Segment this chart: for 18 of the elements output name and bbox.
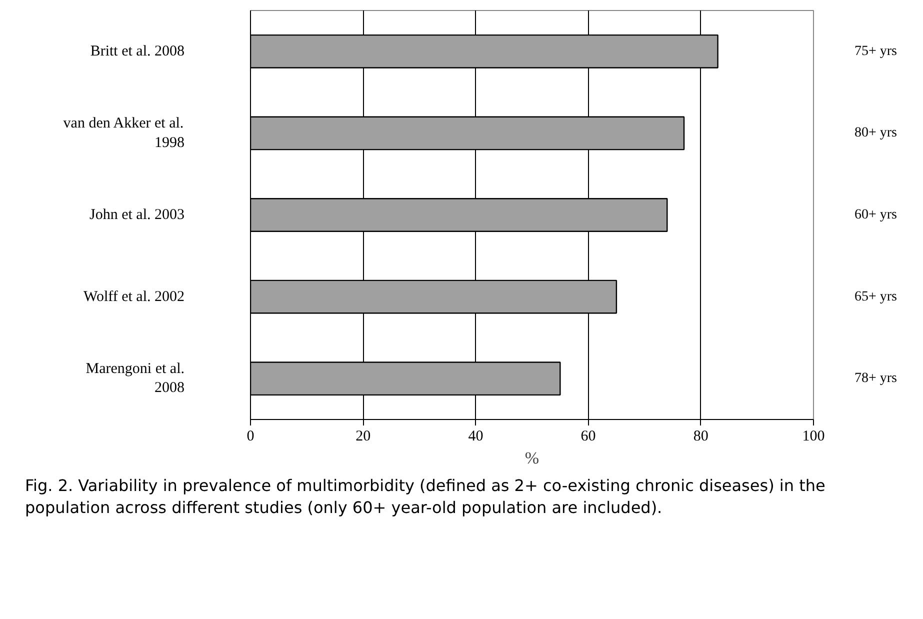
- text: 75+ yrs: [854, 44, 898, 59]
- x-axis-title: %: [524, 448, 540, 468]
- text: 78+ yrs: [854, 371, 898, 386]
- x-tick-label: 100: [802, 428, 825, 444]
- x-tick-label: 80: [693, 428, 708, 444]
- x-tick-label: 60: [580, 428, 596, 444]
- y-tick-label: van den Akker et al. 1998: [63, 116, 184, 151]
- y-tick-label: Wolff et al. 2002: [84, 288, 185, 305]
- x-tick-label: 0: [246, 428, 254, 444]
- text: 60+ yrs: [854, 208, 898, 222]
- caption: Fig. 2. Variability in prevalence of multimorbidity (defined as 2+ co-existing chronic diseases) in the population across different studies (only 60+ year-old population are included).: [24, 475, 826, 518]
- text: 80+ yrs: [854, 126, 898, 141]
- y-tick-label: John et al. 2003: [90, 207, 185, 223]
- x-tick-label: 20: [356, 428, 371, 444]
- text: 65+ yrs: [854, 289, 898, 304]
- x-tick-label: 40: [468, 428, 484, 444]
- y-tick-label: Marengoni et al. 2008: [86, 361, 185, 396]
- y-tick-label: Britt et al. 2008: [90, 43, 185, 60]
